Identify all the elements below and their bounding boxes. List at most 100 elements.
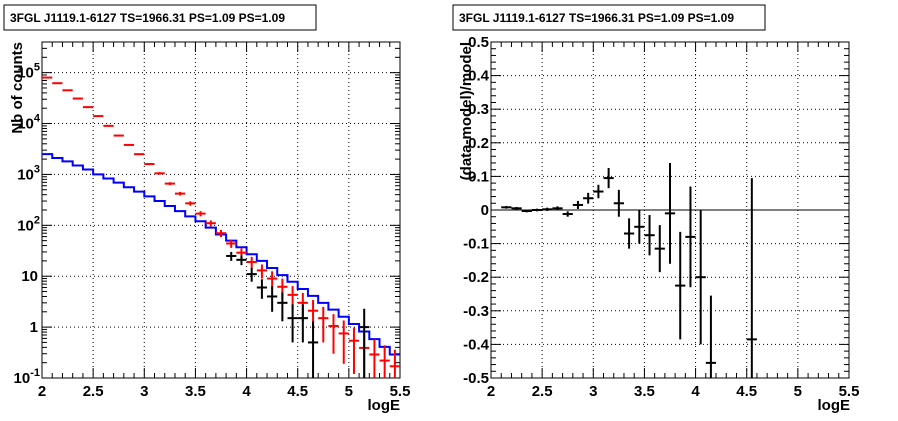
data-counts-point	[307, 321, 319, 378]
residual-point	[644, 215, 655, 256]
left-y-axis-title: Nb of counts	[9, 42, 26, 134]
left-x-tick-label: 4.5	[287, 383, 308, 400]
residual-point	[664, 162, 676, 264]
right-x-tick-label: 2	[487, 383, 495, 400]
residual-point	[613, 189, 624, 217]
residual-point	[634, 210, 645, 244]
data-counts-point	[236, 255, 247, 266]
model-counts-point	[256, 264, 268, 279]
model-counts-point	[82, 106, 94, 109]
data-counts-point	[246, 268, 257, 282]
model-counts-point	[42, 76, 53, 79]
right-y-tick-label: 0	[481, 202, 489, 219]
residual-point	[501, 205, 512, 209]
left-y-tick-label: 103	[17, 163, 40, 183]
data-counts-point	[297, 304, 308, 343]
model-counts-point	[328, 314, 339, 354]
model-counts-point	[144, 162, 155, 166]
right-x-axis-title: logE	[818, 397, 851, 414]
right-y-tick-label: -0.2	[463, 269, 489, 286]
right-y-tick-label: -0.1	[463, 236, 489, 253]
residual-point	[654, 225, 665, 273]
residual-point	[542, 207, 553, 212]
model-counts-point	[52, 82, 63, 85]
model-counts-point	[113, 134, 124, 137]
left-x-tick-label: 3.5	[185, 383, 206, 400]
right-y-tick-labels: -0.5 -0.4 -0.3 -0.2 -0.1 0 0.1 0.2 0.3 0.4 0.5	[463, 34, 490, 387]
left-x-axis-title: logE	[368, 397, 401, 414]
right-title-box	[452, 4, 766, 31]
left-panel: 2 2.5 3 3.5 4 4.5 5 5.5 10-1 1 10 102 103 104 105 log…	[3, 4, 411, 414]
residual-point	[552, 206, 563, 211]
model-counts-point	[379, 345, 390, 378]
right-y-tick-label: -0.4	[463, 336, 490, 353]
right-x-tick-label: 5.5	[839, 383, 860, 400]
right-ticks	[490, 41, 850, 379]
model-counts-point	[318, 306, 329, 343]
right-x-tick-label: 2.5	[532, 383, 553, 400]
right-y-tick-label: 0.4	[468, 68, 490, 85]
left-x-tick-label: 5.5	[390, 383, 411, 400]
data-counts-point	[277, 292, 288, 322]
model-counts-point	[369, 339, 380, 378]
left-y-tick-label: 10-1	[14, 367, 40, 387]
model-counts-point	[226, 239, 237, 248]
model-counts-point	[195, 211, 206, 217]
model-counts-point	[246, 256, 257, 269]
model-counts-point	[134, 153, 145, 156]
model-counts-point	[215, 229, 227, 237]
model-counts-point	[103, 124, 114, 127]
data-counts-point	[359, 308, 370, 378]
left-y-tick-label: 104	[17, 113, 41, 133]
left-chart-title: 3FGL J1119.1-6127 TS=1966.31 PS=1.09 PS=…	[10, 11, 285, 25]
model-counts-point	[389, 349, 400, 378]
right-y-tick-label: 0.3	[468, 101, 489, 118]
model-counts-point	[72, 97, 83, 100]
model-counts-point	[93, 115, 104, 118]
right-series	[501, 162, 757, 378]
model-counts-point	[338, 320, 349, 364]
left-x-tick-label: 5	[345, 383, 353, 400]
model-counts-point	[185, 201, 196, 206]
left-x-tick-label: 2	[38, 383, 46, 400]
model-counts-point	[348, 327, 360, 374]
left-x-tick-label: 2.5	[83, 383, 104, 400]
model-counts-point	[205, 220, 216, 227]
data-counts-point	[226, 251, 237, 261]
residual-point	[531, 208, 543, 212]
data-counts-point	[287, 304, 298, 343]
residual-point	[623, 218, 635, 249]
model-counts-point	[123, 143, 135, 146]
model-counts-point	[174, 191, 186, 196]
residual-point	[521, 209, 532, 213]
right-x-tick-label: 3	[589, 383, 597, 400]
right-y-tick-label: 0.1	[468, 168, 489, 185]
left-ticks	[41, 42, 401, 379]
left-x-tick-label: 4	[242, 383, 251, 400]
right-x-tick-label: 4.5	[736, 383, 757, 400]
right-x-tick-label: 4	[691, 383, 700, 400]
right-panel: 2 2.5 3 3.5 4 4.5 5 5.5 -0.5 -0.4 -0.3 -0.2 -0.1 0 0.…	[452, 4, 860, 414]
right-x-tick-labels: 2 2.5 3 3.5 4 4.5 5 5.5	[487, 383, 860, 400]
model-counts-point	[62, 89, 73, 92]
left-y-tick-label: 10	[21, 268, 38, 285]
residual-point	[695, 210, 706, 345]
residual-point	[511, 206, 522, 210]
left-x-tick-label: 3	[140, 383, 148, 400]
model-counts-point	[154, 172, 165, 175]
right-y-tick-label: -0.3	[463, 303, 489, 320]
right-x-tick-label: 3.5	[634, 383, 655, 400]
residual-point	[685, 186, 696, 288]
data-counts-point	[256, 279, 268, 299]
left-y-tick-labels: 10-1 1 10 102 103 104 105	[14, 62, 41, 387]
residual-point	[675, 231, 686, 340]
residual-point	[603, 168, 614, 189]
right-y-axis-title: (data-model)/model	[458, 42, 475, 180]
residual-point	[583, 192, 594, 204]
residual-point	[593, 184, 604, 199]
right-x-tick-label: 5	[794, 383, 802, 400]
right-y-tick-label: 0.2	[468, 135, 489, 152]
right-y-tick-label: -0.5	[463, 370, 489, 387]
right-chart-title: 3FGL J1119.1-6127 TS=1966.31 PS=1.09 PS=…	[459, 11, 734, 25]
